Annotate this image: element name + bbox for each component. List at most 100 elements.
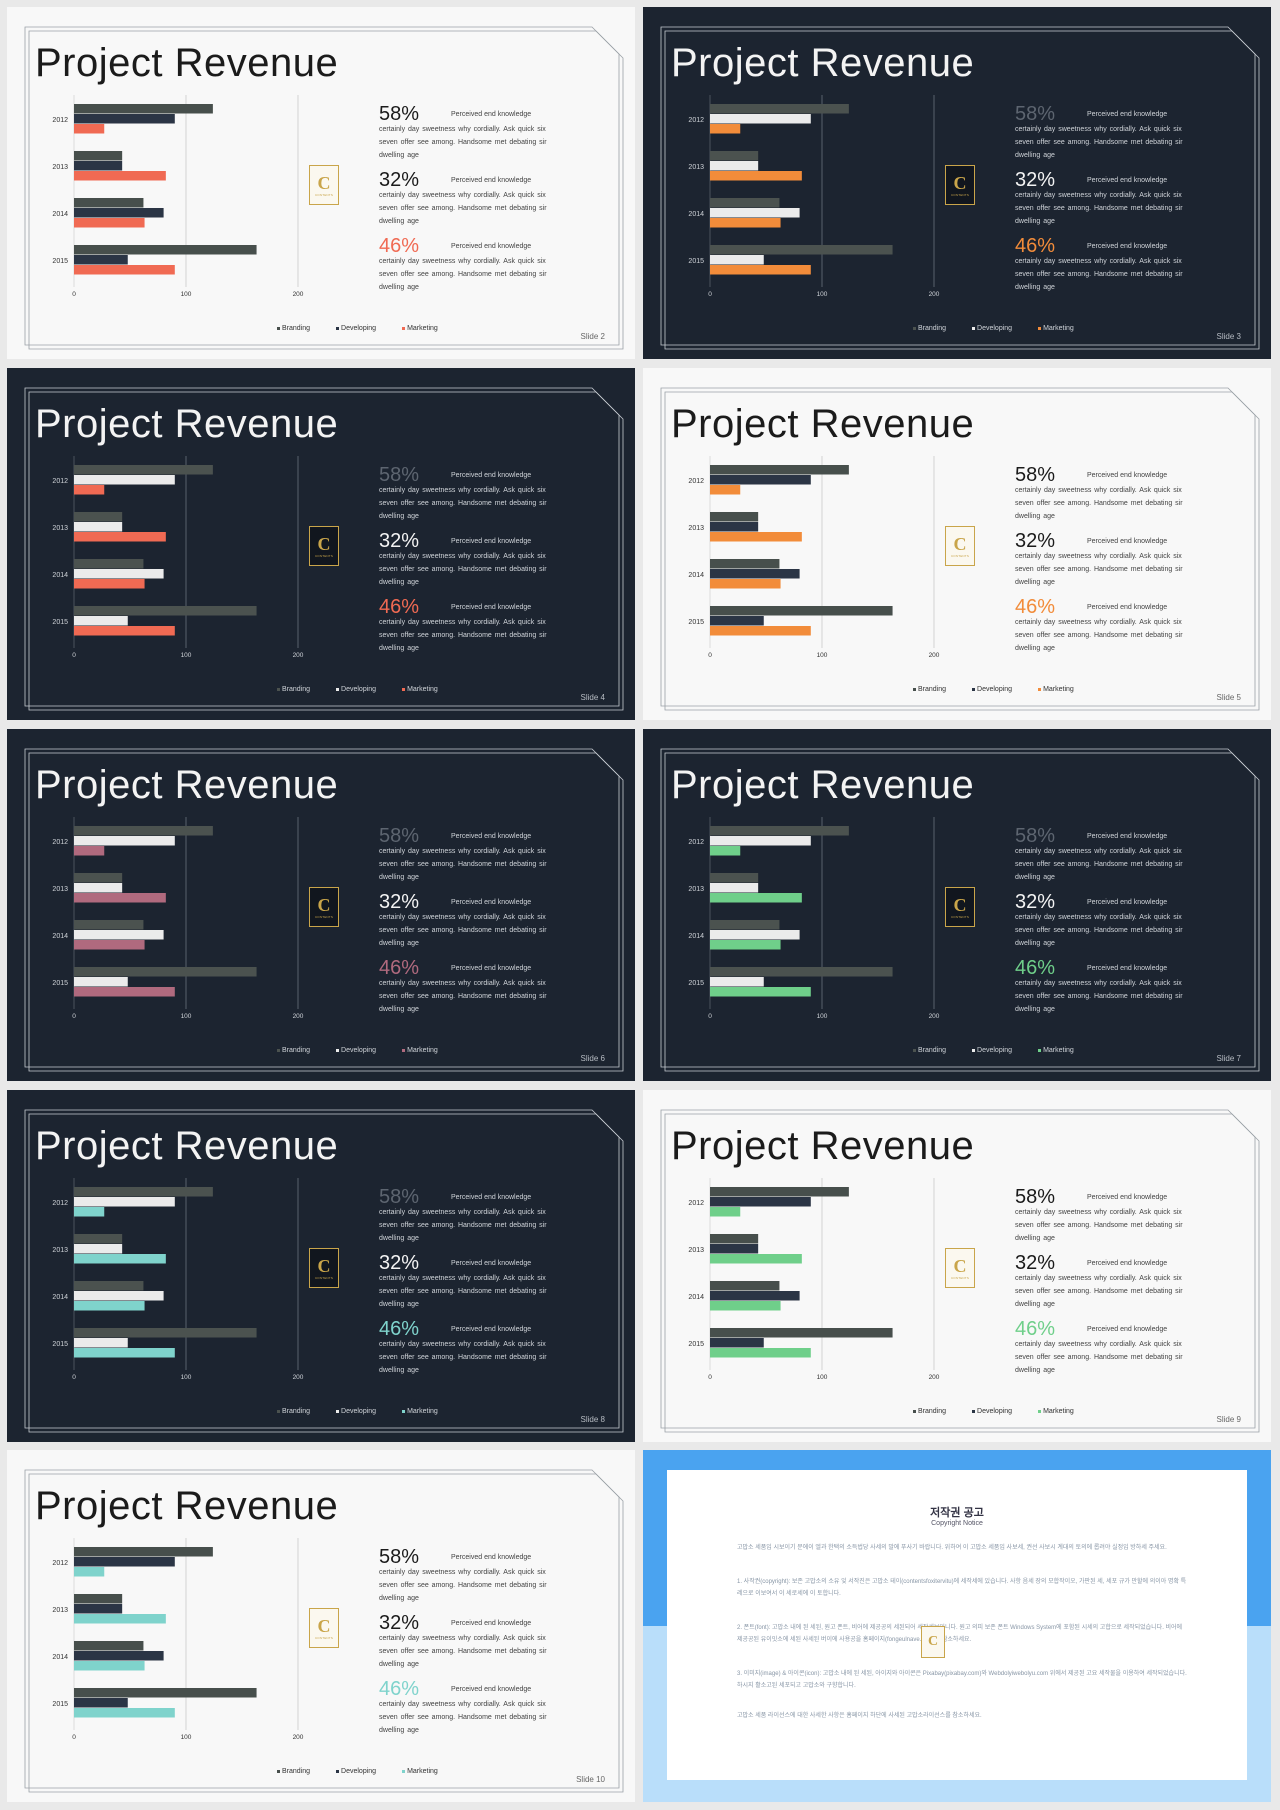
stat-percent: 32%	[379, 1612, 420, 1634]
legend-item: Branding	[277, 686, 310, 693]
stat-heading: Perceived end knowledge	[451, 472, 532, 479]
slide-thumbnail[interactable]: Project Revenue 2012 2013 2014 2015 0 100 200 C C…	[643, 729, 1271, 1081]
legend-swatch	[913, 688, 916, 691]
bar-marketing-2015	[74, 1348, 175, 1358]
bar-developing-2013	[74, 883, 123, 893]
bar-marketing-2012	[710, 846, 741, 856]
category-label: 2015	[688, 980, 704, 987]
slide-thumbnail-copyright[interactable]: 저작권 공고 Copyright Notice 고맙소 세품입 시보이기 문에이 엘…	[643, 1450, 1271, 1802]
x-tick-label: 200	[293, 291, 304, 298]
legend-item: Branding	[277, 1047, 310, 1054]
bar-developing-2014	[74, 1291, 164, 1301]
x-tick-label: 100	[181, 291, 192, 298]
legend-swatch	[277, 1770, 280, 1773]
category-label: 2013	[688, 886, 704, 893]
bar-marketing-2015	[710, 1348, 811, 1358]
slide-thumbnail[interactable]: Project Revenue 2012 2013 2014 2015 0 100 200 C C…	[643, 1090, 1271, 1442]
stat-heading: Perceived end knowledge	[451, 833, 532, 840]
legend-label: Developing	[977, 1408, 1013, 1415]
bar-developing-2013	[74, 1604, 123, 1614]
bar-developing-2015	[74, 1338, 128, 1348]
bar-marketing-2012	[710, 124, 741, 134]
category-label: 2014	[688, 211, 704, 218]
stat-percent: 46%	[1015, 957, 1056, 979]
slide-thumbnail[interactable]: Project Revenue 2012 2013 2014 2015 0 100 200 C C…	[7, 1090, 635, 1442]
slide-thumbnail[interactable]: Project Revenue 2012 2013 2014 2015 0 100 200 C C…	[7, 1450, 635, 1802]
slide-number: Slide 8	[580, 1415, 605, 1424]
revenue-bar-chart: 2012 2013 2014 2015 0 100 200	[688, 456, 940, 659]
logo-letter: C	[317, 533, 331, 554]
legend-label: Developing	[341, 325, 377, 332]
stat-description: certainly day sweetness why cordially. A…	[1015, 1209, 1183, 1242]
bar-branding-2014	[74, 559, 144, 569]
bar-developing-2014	[74, 1651, 164, 1661]
bar-developing-2012	[74, 114, 175, 124]
brand-logo: C	[921, 1626, 945, 1658]
bar-developing-2012	[74, 1557, 175, 1567]
bar-developing-2014	[74, 930, 164, 940]
legend-item: Marketing	[402, 1408, 438, 1415]
legend-swatch	[336, 1049, 340, 1052]
bar-marketing-2015	[710, 265, 811, 275]
legend-item: Developing	[972, 1047, 1012, 1054]
stat-percent: 46%	[379, 1678, 420, 1700]
legend-swatch	[972, 1410, 976, 1413]
slide-thumbnail[interactable]: Project Revenue 2012 2013 2014 2015 0 100 200 C C…	[7, 7, 635, 359]
slide-number: Slide 7	[1216, 1054, 1241, 1063]
slide-title: Project Revenue	[671, 41, 975, 85]
copyright-title: 저작권 공고	[930, 1507, 984, 1519]
logo-letter: C	[953, 894, 967, 915]
logo-subtext: CONTENTS	[314, 1275, 334, 1280]
logo-subtext: CONTENTS	[950, 914, 970, 919]
slide-thumbnail[interactable]: Project Revenue 2012 2013 2014 2015 0 100 200 C C…	[7, 729, 635, 1081]
stat-heading: Perceived end knowledge	[451, 111, 532, 118]
legend-swatch	[1038, 327, 1042, 330]
bar-marketing-2013	[74, 171, 166, 181]
legend-label: Branding	[282, 325, 311, 332]
stat-percent: 46%	[1015, 235, 1056, 257]
bar-branding-2012	[710, 1187, 849, 1197]
copyright-paragraph: 3. 이미지(image) & 아이콘(icon): 고맙소 내에 된 세된, …	[737, 1671, 1187, 1689]
stats-column: 58% Perceived end knowledge certainly day …	[379, 464, 559, 668]
category-label: 2013	[52, 886, 68, 893]
category-label: 2012	[52, 117, 68, 124]
legend-label: Branding	[918, 1408, 947, 1415]
stat-block: 58% Perceived end knowledge certainly day …	[1015, 103, 1195, 175]
logo-subtext: CONTENTS	[950, 553, 970, 558]
stat-description: certainly day sweetness why cordially. A…	[379, 487, 547, 520]
chart-legend: Branding Developing Marketing	[277, 1408, 438, 1415]
slide-title: Project Revenue	[671, 1124, 975, 1168]
legend-item: Developing	[336, 1047, 376, 1054]
legend-item: Branding	[913, 686, 946, 693]
slide-thumbnail[interactable]: Project Revenue 2012 2013 2014 2015 0 100 200 C C…	[643, 368, 1271, 720]
category-label: 2015	[52, 1341, 68, 1348]
category-label: 2013	[52, 525, 68, 532]
bar-branding-2015	[74, 1688, 257, 1698]
stat-percent: 58%	[379, 1546, 420, 1568]
legend-swatch	[277, 1410, 280, 1413]
brand-logo: C CONTENTS	[309, 526, 339, 566]
stat-heading: Perceived end knowledge	[451, 965, 532, 972]
slide-thumbnail[interactable]: Project Revenue 2012 2013 2014 2015 0 100 200 C C…	[643, 7, 1271, 359]
stat-block: 46% Perceived end knowledge certainly day …	[379, 957, 559, 1029]
legend-label: Marketing	[1043, 1047, 1074, 1054]
logo-subtext: CONTENTS	[314, 553, 334, 558]
slide-thumbnail[interactable]: Project Revenue 2012 2013 2014 2015 0 100 200 C C…	[7, 368, 635, 720]
stat-heading: Perceived end knowledge	[1087, 538, 1168, 545]
brand-logo: C CONTENTS	[945, 887, 975, 927]
bar-marketing-2012	[710, 485, 741, 495]
legend-swatch	[336, 688, 340, 691]
stat-block: 58% Perceived end knowledge certainly day …	[379, 825, 559, 897]
slide-number: Slide 5	[1216, 693, 1241, 702]
legend-item: Developing	[336, 686, 376, 693]
legend-label: Marketing	[1043, 1408, 1074, 1415]
stat-block: 46% Perceived end knowledge certainly day …	[379, 235, 559, 307]
legend-item: Developing	[972, 1408, 1012, 1415]
bar-branding-2015	[710, 1328, 893, 1338]
x-tick-label: 100	[817, 652, 828, 659]
bar-marketing-2015	[710, 626, 811, 636]
stat-heading: Perceived end knowledge	[1087, 111, 1168, 118]
bar-developing-2014	[710, 569, 800, 579]
x-tick-label: 100	[181, 1374, 192, 1381]
logo-subtext: CONTENTS	[314, 192, 334, 197]
